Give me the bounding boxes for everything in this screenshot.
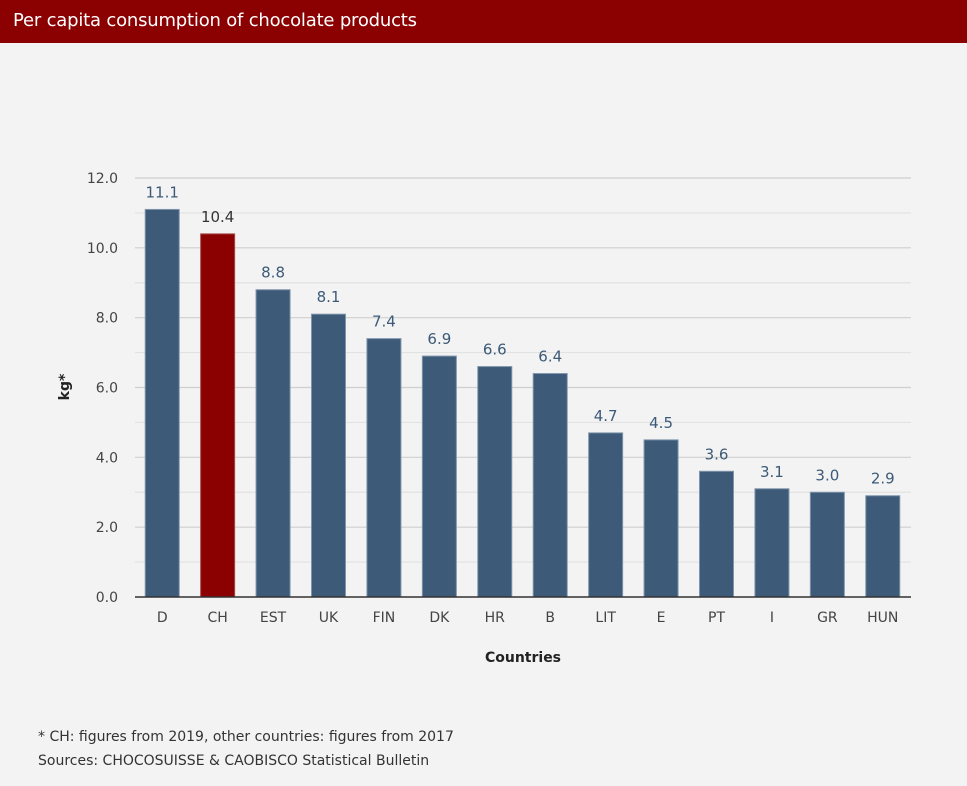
bar-ch	[200, 233, 236, 598]
x-tick-label-uk: UK	[319, 610, 339, 626]
bar-dk	[421, 355, 457, 598]
value-label-hun: 2.9	[871, 470, 895, 488]
bar-lit	[588, 432, 624, 598]
value-label-dk: 6.9	[427, 330, 451, 348]
value-label-fin: 7.4	[372, 313, 396, 331]
value-label-gr: 3.0	[815, 466, 839, 484]
bar-b	[532, 373, 568, 598]
bar-d	[144, 208, 180, 598]
y-tick-label: 10.0	[87, 241, 118, 257]
x-tick-label-d: D	[157, 610, 168, 626]
y-axis-title: kg*	[57, 373, 73, 400]
footnote: * CH: figures from 2019, other countries…	[38, 729, 454, 745]
gridlines	[135, 177, 911, 563]
x-tick-label-ch: CH	[207, 610, 227, 626]
x-tick-label-hr: HR	[485, 610, 506, 626]
bar-hr	[477, 366, 513, 598]
bars	[144, 208, 901, 598]
value-label-i: 3.1	[760, 463, 784, 481]
bar-e	[643, 439, 679, 598]
value-label-est: 8.8	[261, 264, 285, 282]
x-tick-label-dk: DK	[429, 610, 450, 626]
x-tick-label-b: B	[545, 610, 555, 626]
y-tick-label: 2.0	[96, 520, 118, 536]
y-axis-ticks: 0.0 2.0 4.0 6.0 8.0 10.0 12.0	[87, 171, 118, 606]
bar-pt	[699, 470, 734, 598]
value-label-ch: 10.4	[201, 208, 234, 226]
x-tick-label-pt: PT	[708, 610, 725, 626]
sources: Sources: CHOCOSUISSE & CAOBISCO Statisti…	[38, 753, 430, 769]
x-tick-label-e: E	[657, 610, 666, 626]
value-label-pt: 3.6	[705, 445, 729, 463]
chart-footer: * CH: figures from 2019, other countries…	[38, 725, 454, 773]
y-tick-label: 4.0	[96, 450, 118, 466]
y-tick-label: 12.0	[87, 171, 118, 187]
bar-gr	[809, 491, 845, 598]
bar-fin	[366, 338, 402, 598]
x-tick-label-hun: HUN	[867, 610, 898, 626]
value-label-b: 6.4	[538, 348, 562, 366]
value-label-d: 11.1	[146, 183, 179, 201]
chart-header: Per capita consumption of chocolate prod…	[0, 0, 967, 43]
y-tick-label: 6.0	[96, 381, 118, 397]
x-tick-label-lit: LIT	[595, 610, 616, 626]
value-label-e: 4.5	[649, 414, 673, 432]
x-tick-label-est: EST	[260, 610, 287, 626]
bar-uk	[311, 313, 346, 598]
value-label-hr: 6.6	[483, 341, 507, 359]
value-label-lit: 4.7	[594, 407, 618, 425]
value-label-uk: 8.1	[317, 288, 341, 306]
y-tick-label: 0.0	[96, 590, 118, 606]
x-tick-label-gr: GR	[817, 610, 838, 626]
bar-est	[255, 289, 291, 598]
chart-title: Per capita consumption of chocolate prod…	[13, 10, 417, 31]
x-tick-label-i: I	[770, 610, 774, 626]
x-axis-categories: D CH EST UK FIN DK HR B LIT E PT I GR HUN	[157, 610, 899, 626]
bar-i	[754, 488, 790, 598]
value-labels: 11.1 10.4 8.8 8.1 7.4 6.9 6.6 6.4 4.7 4.5 3.6 3.1 3.…	[146, 183, 895, 487]
x-axis-title: Countries	[485, 650, 561, 666]
y-tick-label: 8.0	[96, 311, 118, 327]
bar-chart: 0.0 2.0 4.0 6.0 8.0 10.0 12.0 11.1 10.4 8.8 8.1 7.…	[57, 171, 911, 666]
bar-hun	[865, 495, 901, 598]
x-tick-label-fin: FIN	[373, 610, 396, 626]
